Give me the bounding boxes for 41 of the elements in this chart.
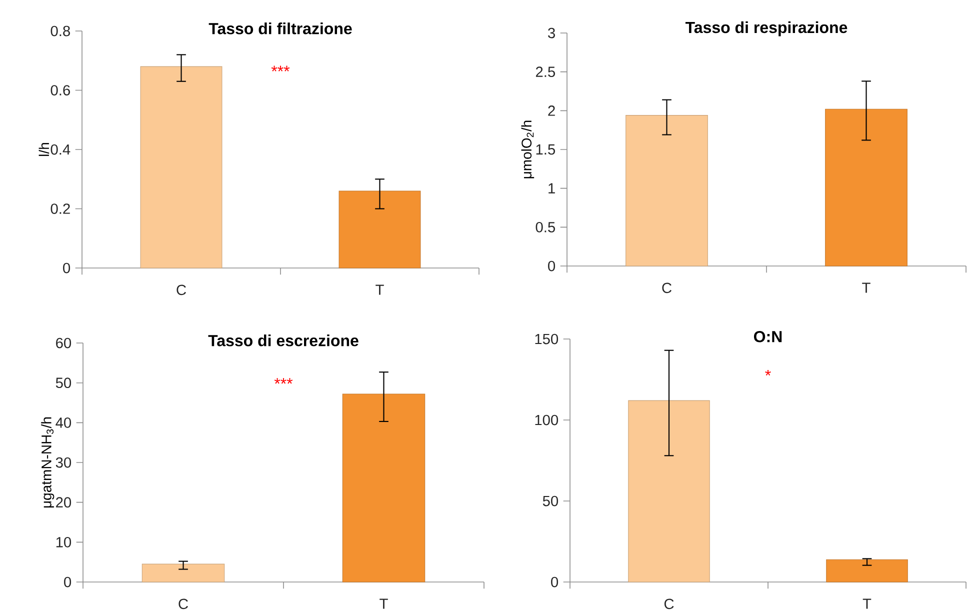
x-tick-label: C xyxy=(176,284,186,296)
annotation: *** xyxy=(274,378,293,384)
x-tick-label: C xyxy=(662,282,672,294)
y-tick-label: 1.5 xyxy=(536,144,555,155)
y-tick-label: 1 xyxy=(548,183,555,194)
annotation: *** xyxy=(271,66,290,72)
y-tick-label: 0 xyxy=(548,260,556,272)
y-tick-label: 0 xyxy=(551,576,558,588)
y-tick-label: 2.5 xyxy=(536,66,555,78)
y-tick-label: 0 xyxy=(64,576,72,588)
y-axis-title: l/h xyxy=(38,143,50,156)
y-tick-label: 0.6 xyxy=(50,85,70,96)
chart-title: O:N xyxy=(754,330,782,342)
y-tick-label: 0.4 xyxy=(50,144,70,155)
y-tick-label: 0.2 xyxy=(50,204,70,214)
y-tick-label: 100 xyxy=(535,414,558,426)
y-tick-label: 10 xyxy=(56,536,72,548)
y-tick-label: 20 xyxy=(56,497,72,508)
y-tick-label: 30 xyxy=(56,457,72,468)
y-tick-label: 40 xyxy=(56,417,72,428)
y-tick-label: 0.5 xyxy=(536,222,555,232)
chart-title: Tasso di filtrazione xyxy=(208,22,352,34)
y-tick-label: 2 xyxy=(548,106,555,116)
chart-title: Tasso di respirazione xyxy=(685,21,848,36)
x-tick-label: C xyxy=(178,598,188,610)
y-tick-label: 3 xyxy=(548,28,555,38)
y-tick-label: 0.8 xyxy=(50,26,70,36)
y-tick-label: 50 xyxy=(542,496,558,506)
x-tick-label: T xyxy=(862,282,870,293)
y-tick-label: 0 xyxy=(63,262,70,274)
y-tick-label: 50 xyxy=(56,378,72,388)
annotation: * xyxy=(765,370,771,376)
y-axis-title: μgatmN-NH$_{3}$/h xyxy=(41,417,54,508)
x-tick-label: T xyxy=(862,598,872,609)
x-tick-label: C xyxy=(664,598,674,610)
x-tick-label: T xyxy=(376,284,384,295)
y-tick-label: 150 xyxy=(535,334,558,344)
chart-title: Tasso di escrezione xyxy=(208,334,358,346)
y-tick-label: 60 xyxy=(56,338,72,348)
x-tick-label: T xyxy=(380,598,388,609)
y-axis-title: μmolO$_{2}$/h xyxy=(521,120,534,178)
